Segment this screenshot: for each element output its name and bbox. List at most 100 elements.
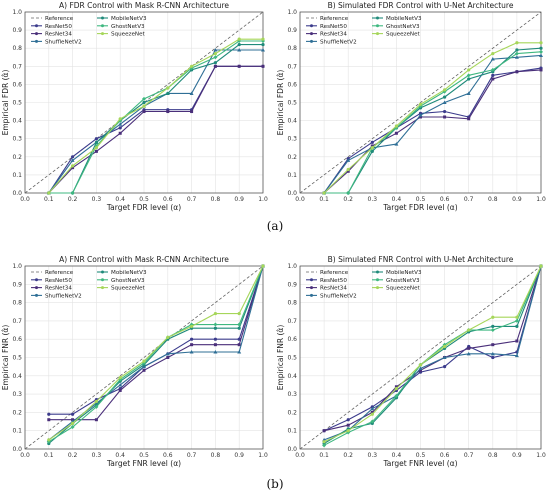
legend-label: MobileNetV3 [386,270,422,276]
y-tick-label: 0.8 [12,300,22,307]
data-point [539,46,543,50]
series-line-squeezenet [48,265,264,441]
data-point [237,343,241,347]
data-point [443,365,447,369]
data-point [466,91,471,95]
y-tick-label: 0.1 [287,172,297,179]
data-point [71,412,75,416]
x-tick-label: 0.0 [20,452,30,459]
data-point [394,131,398,135]
y-axis-label: Empirical FDR (α̂) [276,70,285,136]
x-tick-label: 0.7 [187,452,197,459]
data-point [237,337,241,341]
data-point [442,355,447,359]
data-point [213,326,217,330]
data-point [467,77,471,81]
data-point [71,421,75,425]
data-point [491,324,495,328]
data-point [467,117,471,121]
y-tick-label: 0.0 [12,190,22,197]
data-point [142,100,146,105]
legend-label: ShuffleNetV2 [320,39,357,45]
data-point [118,131,122,135]
x-tick-label: 0.0 [295,196,305,203]
legend-label: MobileNetV3 [111,16,147,22]
data-point [47,438,51,442]
data-point [94,399,98,404]
plot-frame [24,11,264,194]
plot-frame [24,265,264,450]
x-tick-label: 0.5 [416,196,426,203]
legend-label: MobileNetV3 [386,16,422,22]
legend-marker [310,24,313,28]
data-point [118,388,122,392]
legend-label: SqueezeNet [111,32,146,38]
data-point [142,104,146,108]
data-point [166,335,170,339]
data-point [515,48,519,52]
legend-label: ResNet34 [45,286,72,292]
data-point [190,337,194,341]
y-tick-label: 0.8 [287,45,297,52]
x-tick-label: 0.2 [343,452,353,459]
data-point [419,115,422,119]
x-tick-label: 0.8 [211,196,221,203]
data-point [443,95,447,99]
series-line-resnet50 [323,67,542,194]
data-point [514,51,519,56]
series-line-shufflenetv2 [48,265,264,441]
y-tick-label: 0.3 [287,136,297,143]
x-tick-label: 0.6 [163,196,173,203]
x-tick-label: 0.8 [211,452,221,459]
legend-marker [35,24,38,28]
legend-label: ResNet50 [45,278,72,284]
x-tick-label: 0.4 [115,452,125,459]
x-tick-label: 0.9 [512,452,522,459]
data-point [370,419,375,424]
data-point [370,149,374,153]
chart-3: 0.00.0 0.1 0.1 0.2 0.2 0.3 0.3 0.4 0.4 0.5 0.5 0.6 0… [1,255,268,468]
legend-marker [310,278,313,282]
data-point [490,67,495,72]
x-tick-label: 0.8 [488,452,498,459]
legend-label: Reference [320,16,349,22]
legend-label: Reference [320,270,349,276]
data-point [514,318,519,323]
y-tick-label: 1.0 [287,263,297,270]
data-point [142,96,146,101]
data-point [491,315,495,319]
data-point [71,166,75,170]
data-point [370,410,374,414]
series-line-squeezenet [323,42,541,194]
data-point [539,68,543,72]
legend-marker [101,278,104,282]
data-point [213,55,218,60]
data-point [71,155,75,159]
chart-title: A) FDR Control with Mask R-CNN Architect… [59,1,229,10]
legend-marker [101,286,104,290]
data-point [190,110,194,114]
data-point [467,346,471,350]
data-point [491,52,495,56]
legend-label: GhostNetV3 [111,278,145,284]
data-point [71,164,75,168]
data-point [70,191,75,195]
data-point [118,376,122,380]
data-point [346,191,351,195]
chart-2: 0.00.0 0.1 0.1 0.2 0.2 0.3 0.3 0.4 0.4 0.5 0.5 0.6 0… [276,1,546,212]
data-point [261,42,265,47]
plot-frame [299,265,542,450]
data-point [346,429,350,433]
y-tick-label: 0.6 [12,336,22,343]
legend-label: ShuffleNetV2 [45,293,82,299]
data-point [94,137,98,141]
data-point [394,124,398,128]
y-tick-label: 0.2 [12,409,22,416]
y-tick-label: 0.2 [287,409,297,416]
series-line-mobilenetv3 [48,265,264,444]
caption-a: (a) [267,219,284,233]
series-line-ghostnetv3 [48,265,264,443]
series-line-mobilenetv3 [324,47,542,194]
legend-label: ResNet50 [45,24,72,30]
data-point [418,113,423,117]
